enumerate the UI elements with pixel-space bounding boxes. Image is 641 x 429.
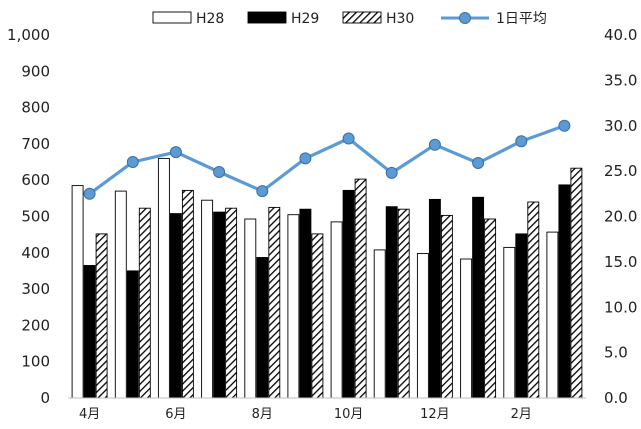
left-tick-label: 300 bbox=[21, 280, 50, 298]
average-point-9 bbox=[428, 138, 441, 151]
x-tick-label: 12月 bbox=[420, 407, 450, 422]
legend-swatch-h28 bbox=[152, 11, 192, 24]
left-tick-label: 0 bbox=[40, 389, 50, 407]
bar-h30-1 bbox=[95, 233, 108, 399]
left-tick-label: 100 bbox=[21, 353, 50, 371]
average-point-11 bbox=[515, 135, 528, 148]
right-tick-label: 15.0 bbox=[604, 253, 637, 271]
left-tick-label: 500 bbox=[21, 208, 50, 226]
average-line bbox=[88, 124, 565, 196]
bar-h29-11 bbox=[515, 233, 528, 399]
bar-h29-10 bbox=[472, 196, 485, 399]
bar-h28-2 bbox=[114, 190, 127, 399]
bar-h30-3 bbox=[181, 189, 194, 399]
right-tick-label: 5.0 bbox=[604, 344, 628, 362]
bar-h28-11 bbox=[503, 246, 516, 399]
bar-h28-5 bbox=[244, 218, 257, 399]
average-point-3 bbox=[169, 146, 182, 159]
legend-swatch-average-marker bbox=[459, 12, 471, 24]
average-point-2 bbox=[126, 156, 139, 168]
bar-h30-6 bbox=[311, 233, 324, 399]
bar-h29-7 bbox=[342, 189, 355, 399]
average-point-12 bbox=[558, 119, 571, 132]
average-point-10 bbox=[472, 157, 485, 169]
bar-h28-9 bbox=[416, 253, 429, 399]
bar-h30-10 bbox=[484, 218, 497, 399]
left-tick-label: 800 bbox=[21, 99, 50, 117]
bar-h30-12 bbox=[570, 167, 583, 399]
average-point-4 bbox=[213, 166, 226, 178]
bar-h28-7 bbox=[330, 221, 343, 399]
average-point-6 bbox=[299, 152, 312, 165]
bar-h30-2 bbox=[138, 207, 151, 399]
bar-h28-1 bbox=[71, 185, 84, 399]
bar-h28-12 bbox=[546, 231, 559, 399]
average-point-7 bbox=[342, 132, 355, 145]
bar-h28-3 bbox=[157, 157, 170, 399]
legend-swatch-h29 bbox=[247, 11, 287, 24]
bar-h29-6 bbox=[299, 208, 312, 399]
bar-h29-8 bbox=[385, 206, 398, 399]
bar-h29-2 bbox=[126, 270, 139, 399]
bar-h30-4 bbox=[225, 207, 238, 399]
right-tick-label: 35.0 bbox=[604, 71, 637, 89]
average-point-1 bbox=[83, 187, 96, 200]
left-tick-label: 700 bbox=[21, 135, 50, 153]
bar-h29-9 bbox=[428, 198, 441, 399]
left-y-axis: 0 100 200 300 400 500 600 700 800 900 1,000 bbox=[7, 26, 50, 407]
legend: H28 H29 H30 1日平均 bbox=[152, 11, 547, 27]
bar-h30-5 bbox=[268, 206, 281, 399]
x-tick-label: 8月 bbox=[252, 407, 273, 422]
left-tick-label: 1,000 bbox=[7, 26, 50, 44]
bar-h29-4 bbox=[213, 211, 226, 399]
bar-h30-7 bbox=[354, 178, 367, 399]
right-tick-label: 10.0 bbox=[604, 298, 637, 316]
right-tick-label: 25.0 bbox=[604, 162, 637, 180]
left-tick-label: 900 bbox=[21, 62, 50, 80]
x-tick-label: 6月 bbox=[165, 407, 186, 422]
right-tick-label: 30.0 bbox=[604, 117, 637, 135]
legend-swatch-h30 bbox=[342, 11, 382, 24]
bar-h29-5 bbox=[256, 257, 269, 399]
bars-layer bbox=[71, 157, 583, 399]
bar-h30-11 bbox=[527, 201, 540, 399]
right-tick-label: 0.0 bbox=[604, 389, 628, 407]
x-tick-label: 10月 bbox=[334, 407, 364, 422]
bar-h28-8 bbox=[373, 249, 386, 399]
bar-h30-9 bbox=[440, 214, 453, 399]
left-tick-label: 200 bbox=[21, 316, 50, 334]
legend-label-average: 1日平均 bbox=[496, 11, 547, 27]
right-y-axis: 0.0 5.0 10.0 15.0 20.0 25.0 30.0 35.0 40.0 bbox=[604, 26, 637, 407]
average-point-8 bbox=[385, 166, 398, 179]
right-tick-label: 40.0 bbox=[604, 26, 637, 44]
x-axis: 4月 6月 8月 10月 12月 2月 bbox=[68, 397, 586, 422]
bar-h29-1 bbox=[83, 265, 96, 399]
right-tick-label: 20.0 bbox=[604, 208, 637, 226]
legend-label-h29: H29 bbox=[291, 11, 319, 27]
average-point-5 bbox=[256, 185, 269, 198]
bar-h30-8 bbox=[397, 208, 410, 399]
bar-h28-6 bbox=[287, 214, 300, 399]
bar-h29-12 bbox=[558, 184, 571, 399]
left-tick-label: 600 bbox=[21, 171, 50, 189]
bar-h28-10 bbox=[460, 258, 473, 399]
x-tick-label: 2月 bbox=[511, 407, 532, 422]
legend-label-h30: H30 bbox=[386, 11, 414, 27]
average-line-layer bbox=[83, 119, 571, 200]
bar-h28-4 bbox=[201, 199, 214, 399]
left-tick-label: 400 bbox=[21, 244, 50, 262]
x-tick-label: 4月 bbox=[79, 407, 100, 422]
legend-label-h28: H28 bbox=[196, 11, 224, 27]
bar-h29-3 bbox=[169, 213, 182, 399]
